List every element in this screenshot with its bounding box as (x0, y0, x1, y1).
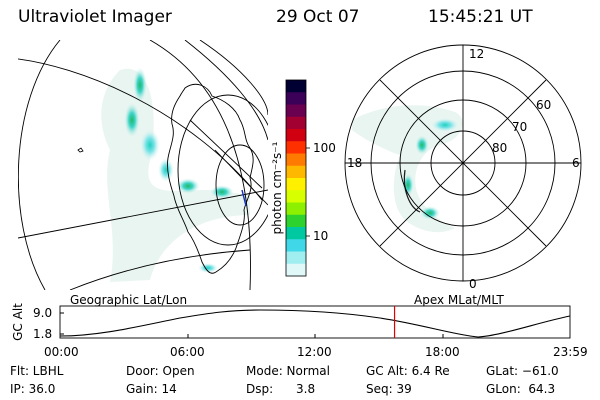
aurora-patch (158, 158, 174, 182)
mode-status: Mode: Normal (246, 364, 330, 378)
seq-status: Seq: 39 (366, 382, 412, 396)
colorbar-segment (286, 251, 306, 265)
dsp-status: Dsp: 3.8 (246, 382, 316, 396)
aurora-patch (420, 206, 440, 220)
altitude-ylabel: GC Alt (11, 303, 25, 341)
app-title: Ultraviolet Imager (18, 7, 172, 27)
mlt-label-6: 6 (572, 156, 580, 170)
colorbar-segment (286, 239, 306, 252)
colorbar-segment (286, 116, 306, 130)
colorbar-segment (286, 129, 306, 142)
lat-label-60: 60 (536, 98, 552, 112)
aurora-patch (198, 263, 218, 273)
altitude-xtick-0000: 00:00 (44, 345, 79, 359)
altitude-plot (59, 305, 571, 339)
geographic-map (18, 40, 268, 290)
colorbar-segment (286, 141, 306, 154)
mlt-label-18: 18 (347, 156, 363, 170)
colorbar-segment (286, 178, 306, 191)
aurora-patch (140, 129, 160, 161)
aurora-patch (133, 67, 147, 103)
projection-label-apex: Apex MLat/MLT (414, 293, 504, 307)
altitude-xtick-1200: 12:00 (297, 345, 332, 359)
colorbar-segment (286, 263, 306, 277)
altitude-ytick-9: 9.0 (33, 306, 53, 320)
mlt-label-12: 12 (469, 47, 485, 61)
colorbar-segment (286, 202, 306, 216)
mlt-label-0: 0 (469, 277, 477, 291)
polar-plot (344, 44, 582, 282)
altitude-xtick-0600: 06:00 (170, 345, 205, 359)
colorbar-segment (286, 227, 306, 240)
colorbar-segment (286, 153, 306, 167)
gc-alt-status: GC Alt: 6.4 Re (366, 364, 450, 378)
colorbar-unit-label: photon cm⁻²s⁻¹ (270, 141, 284, 235)
colorbar-segment (286, 92, 306, 105)
glon-status: GLon: 64.3 (486, 382, 556, 396)
filter-status: Flt: LBHL (10, 364, 64, 378)
colorbar-segment (286, 104, 306, 118)
aurora-patch (402, 173, 414, 197)
colorbar-segment (286, 190, 306, 203)
door-status: Door: Open (126, 364, 195, 378)
projection-label-geographic: Geographic Lat/Lon (70, 293, 188, 307)
aurora-patch (176, 178, 200, 194)
ip-status: IP: 36.0 (10, 382, 56, 396)
aurora-patch (415, 135, 429, 155)
coastline (167, 83, 254, 274)
time-label: 15:45:21 UT (428, 7, 533, 27)
altitude-xtick-1800: 18:00 (425, 345, 460, 359)
lat-label-70: 70 (512, 120, 528, 134)
altitude-xtick-2359: 23:59 (553, 345, 588, 359)
gain-status: Gain: 14 (126, 382, 177, 396)
colorbar-segment (286, 165, 306, 179)
colorbar-tick-100: 100 (313, 141, 336, 155)
colorbar-segment (286, 214, 306, 228)
lat-label-80: 80 (492, 141, 508, 155)
aurora-patch (431, 118, 459, 132)
colorbar-tick-10: 10 (313, 229, 329, 243)
aurora-patch (124, 102, 140, 138)
altitude-ytick-1-8: 1.8 (33, 327, 53, 341)
date-label: 29 Oct 07 (276, 7, 360, 27)
altitude-curve (59, 309, 571, 338)
glat-status: GLat: −61.0 (486, 364, 559, 378)
colorbar (286, 80, 306, 277)
colorbar-segment (286, 80, 306, 93)
